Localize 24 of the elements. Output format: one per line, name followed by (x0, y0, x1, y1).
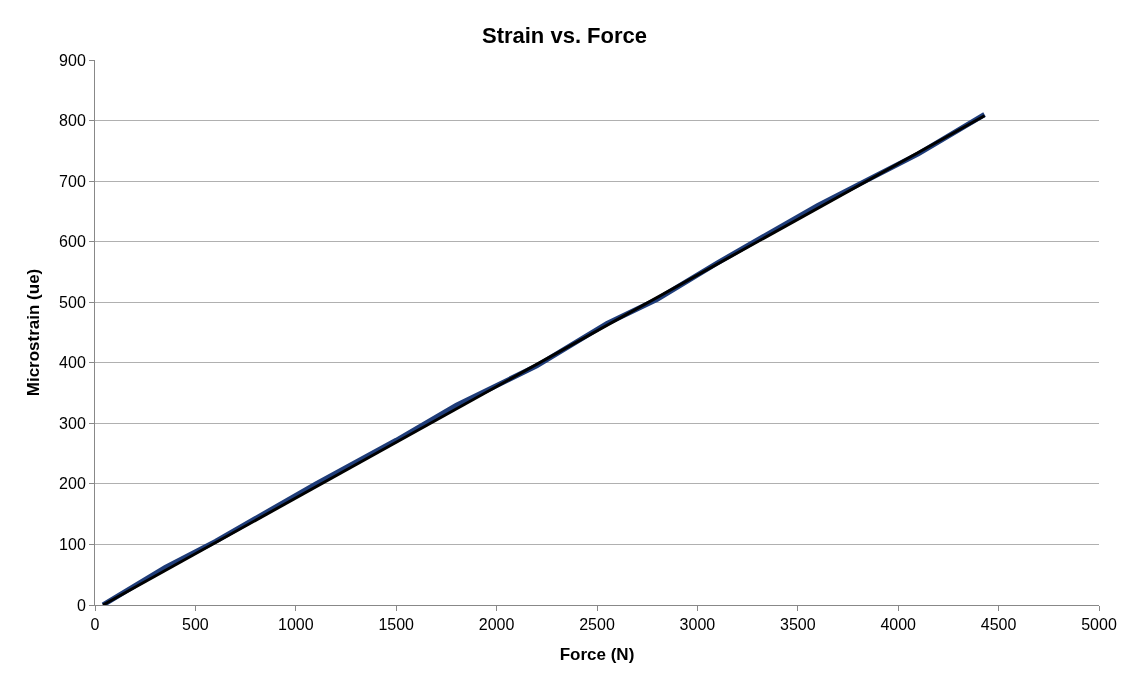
x-tick-label: 5000 (1081, 616, 1117, 634)
y-tick-label: 0 (76, 596, 86, 614)
y-tick-label: 300 (59, 414, 86, 432)
y-tick-label: 600 (59, 233, 86, 251)
x-tick-label: 2500 (579, 616, 615, 634)
x-tick-label: 3500 (780, 616, 816, 634)
x-tick-label: 3000 (679, 616, 716, 634)
y-tick-label: 500 (59, 293, 86, 311)
y-tick-label: 400 (59, 354, 86, 372)
x-tick-label: 4000 (880, 616, 917, 634)
y-axis-title: Microstrain (ue) (23, 268, 43, 397)
x-axis-title: Force (N) (559, 644, 635, 664)
x-tick-label: 0 (90, 616, 100, 634)
y-tick-label: 700 (59, 172, 86, 190)
x-tick-label: 4500 (980, 616, 1017, 634)
x-tick-label: 1000 (278, 616, 314, 634)
y-tick-label: 800 (59, 112, 86, 130)
x-tick-label: 500 (182, 616, 209, 634)
y-tick-label: 200 (59, 475, 86, 493)
y-tick-label: 900 (59, 51, 86, 69)
y-tick-label: 100 (59, 536, 86, 554)
chart-title: Strain vs. Force (481, 22, 648, 48)
x-tick-label: 2000 (478, 616, 515, 634)
x-tick-label: 1500 (378, 616, 415, 634)
